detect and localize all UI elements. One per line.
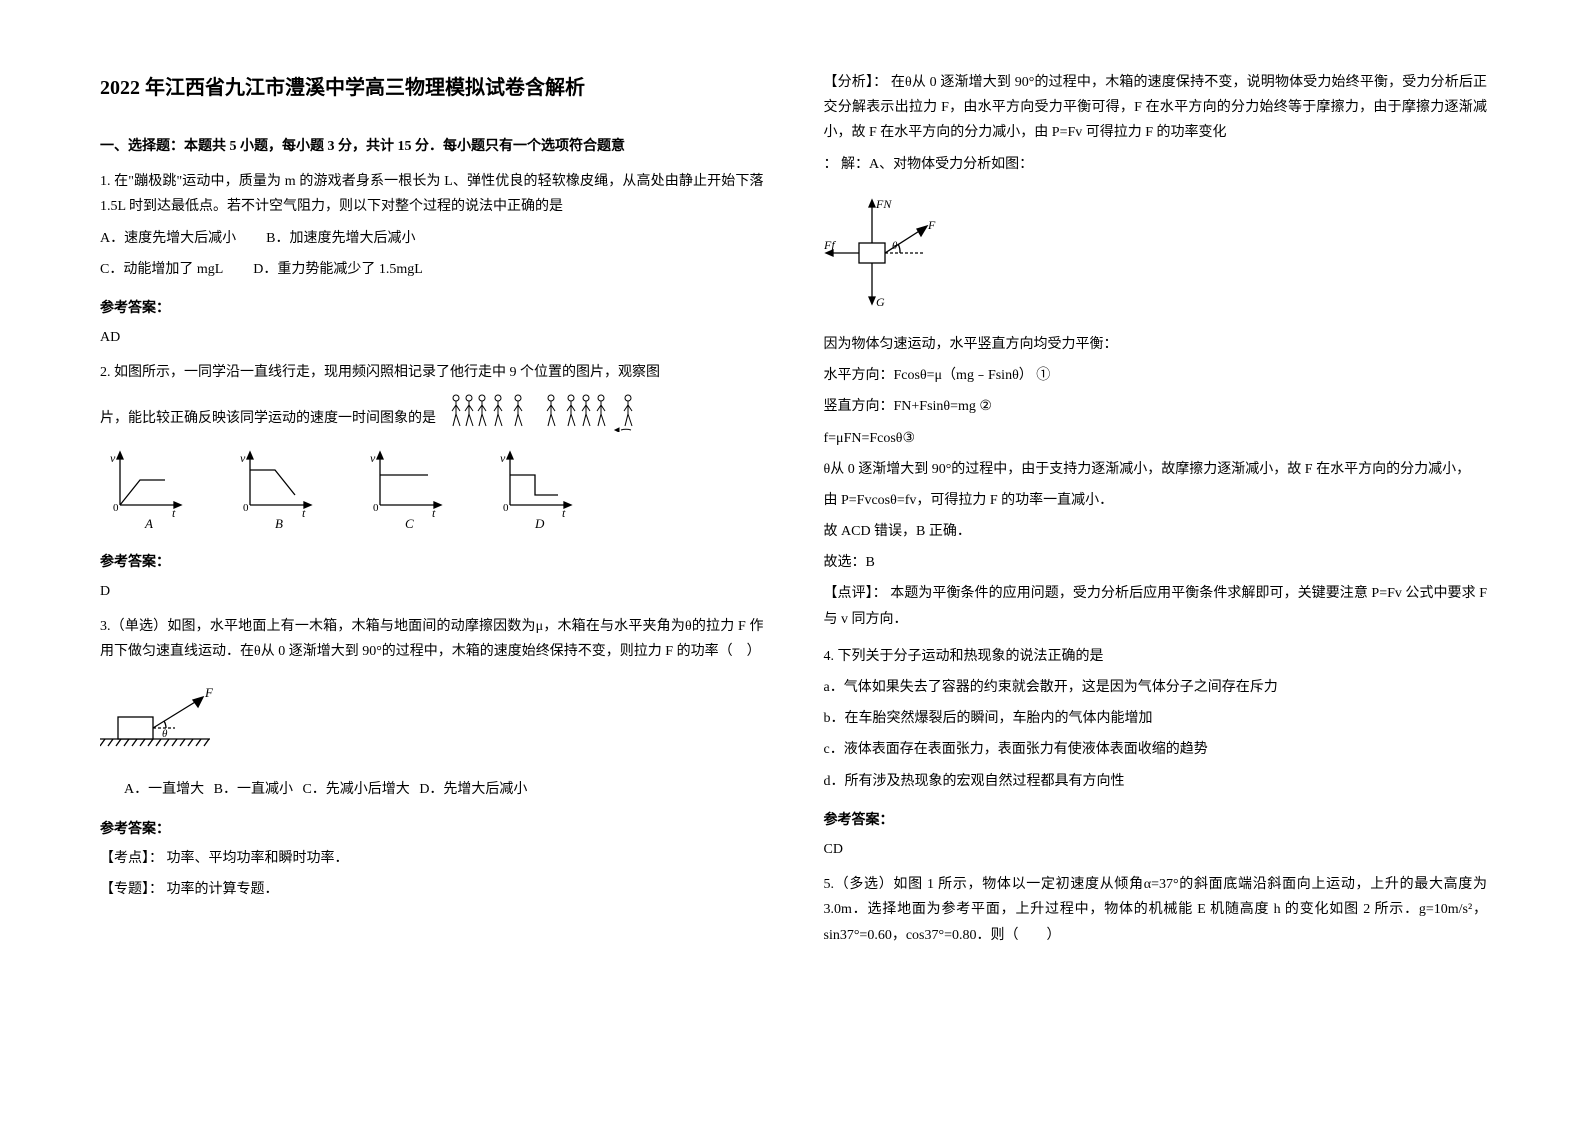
vt-graph-d-icon: v t 0 D (500, 450, 580, 530)
q1-opt-b: B．加速度先增大后减小 (266, 226, 415, 251)
svg-text:0: 0 (503, 502, 509, 514)
q3-sol8: 故选：B (824, 550, 1488, 575)
svg-text:D: D (534, 516, 545, 530)
q3-fenxi-label: 【分析】： (824, 75, 888, 90)
svg-text:0: 0 (113, 502, 119, 514)
q3-sol7: 故 ACD 错误，B 正确． (824, 519, 1488, 544)
q1-opt-d: D．重力势能减少了 1.5mgL (253, 257, 423, 282)
q1-answer-label: 参考答案： (100, 296, 764, 321)
q3-figure: F θ (100, 684, 764, 763)
page-title: 2022 年江西省九江市澧溪中学高三物理模拟试卷含解析 (100, 70, 764, 106)
vt-graph-c-icon: v t 0 C (370, 450, 450, 530)
right-column: 【分析】： 在θ从 0 逐渐增大到 90°的过程中，木箱的速度保持不变，说明物体… (824, 70, 1488, 1052)
walking-figures-icon (436, 392, 656, 432)
q3-sol6: 由 P=Fvcosθ=fv，可得拉力 F 的功率一直减小． (824, 488, 1488, 513)
q3-fenxi-row: 【分析】： 在θ从 0 逐渐增大到 90°的过程中，木箱的速度保持不变，说明物体… (824, 70, 1488, 146)
q3-kaodian: 功率、平均功率和瞬时功率． (167, 851, 349, 866)
q3-zhuanti: 功率的计算专题． (167, 882, 279, 897)
q3-sol5: θ从 0 逐渐增大到 90°的过程中，由于支持力逐渐减小，故摩擦力逐渐减小，故 … (824, 457, 1488, 482)
q4-answer-label: 参考答案： (824, 808, 1488, 833)
left-column: 2022 年江西省九江市澧溪中学高三物理模拟试卷含解析 一、选择题：本题共 5 … (100, 70, 764, 1052)
q3-sol1: 因为物体匀速运动，水平竖直方向均受力平衡： (824, 332, 1488, 357)
q1-opt-c: C．动能增加了 mgL (100, 257, 223, 282)
q3-dianping-label: 【点评】： (824, 586, 887, 601)
q3-jie-label: ： (824, 157, 838, 172)
q3-sol4: f=μFN=Fcosθ③ (824, 426, 1488, 451)
vt-graph-a-icon: v t 0 A (110, 450, 190, 530)
q3-sol3: 竖直方向：FN+Fsinθ=mg ② (824, 394, 1488, 419)
svg-text:v: v (500, 451, 506, 465)
force-diagram-icon: FN F Ff G θ (824, 193, 954, 313)
q2-text-b: 片，能比较正确反映该同学运动的速度一时间图象的是 (100, 406, 436, 431)
vt-graph-b-icon: v t 0 B (240, 450, 320, 530)
q3-opt-b: B．一直减小 (214, 782, 293, 797)
q5-text: 5.（多选）如图 1 所示，物体以一定初速度从倾角α=37°的斜面底端沿斜面向上… (824, 872, 1488, 948)
svg-text:0: 0 (243, 502, 249, 514)
svg-text:Ff: Ff (824, 238, 836, 252)
q2-answer-label: 参考答案： (100, 550, 764, 575)
q2-text-b-row: 片，能比较正确反映该同学运动的速度一时间图象的是 (100, 392, 764, 432)
q2-text-a: 2. 如图所示，一同学沿一直线行走，现用频闪照相记录了他行走中 9 个位置的图片… (100, 360, 764, 385)
q1-options-row-2: C．动能增加了 mgL D．重力势能减少了 1.5mgL (100, 257, 764, 282)
q3-answer-label: 参考答案： (100, 817, 764, 842)
svg-text:G: G (876, 295, 885, 309)
q3-fenxi: 在θ从 0 逐渐增大到 90°的过程中，木箱的速度保持不变，说明物体受力始终平衡… (824, 75, 1488, 140)
q3-options: A．一直增大 B．一直减小 C．先减小后增大 D．先增大后减小 (124, 777, 764, 802)
q3-sol2: 水平方向：Fcosθ=μ（mg﹣Fsinθ） ① (824, 363, 1488, 388)
q3-kaodian-row: 【考点】： 功率、平均功率和瞬时功率． (100, 846, 764, 871)
svg-text:θ: θ (162, 728, 168, 740)
svg-text:C: C (405, 516, 414, 530)
q3-opt-d: D．先增大后减小 (419, 782, 527, 797)
q3-dianping-row: 【点评】： 本题为平衡条件的应用问题，受力分析后应用平衡条件求解即可，关键要注意… (824, 581, 1488, 631)
svg-text:FN: FN (875, 197, 892, 211)
q3-zhuanti-label: 【专题】： (100, 882, 163, 897)
section-1-header: 一、选择题：本题共 5 小题，每小题 3 分，共计 15 分．每小题只有一个选项… (100, 134, 764, 159)
q1-answer: AD (100, 325, 764, 350)
q1-opt-a: A．速度先增大后减小 (100, 226, 236, 251)
q3-dianping: 本题为平衡条件的应用问题，受力分析后应用平衡条件求解即可，关键要注意 P=Fv … (824, 586, 1488, 626)
svg-text:A: A (144, 516, 153, 530)
svg-text:F: F (927, 218, 936, 232)
q4-opt-a: a．气体如果失去了容器的约束就会散开，这是因为气体分子之间存在斥力 (824, 675, 1488, 700)
svg-text:v: v (110, 451, 116, 465)
q3-kaodian-label: 【考点】： (100, 851, 163, 866)
q2-answer: D (100, 579, 764, 604)
q4-text: 4. 下列关于分子运动和热现象的说法正确的是 (824, 644, 1488, 669)
q4-answer: CD (824, 837, 1488, 862)
box-force-icon: F θ (100, 684, 240, 754)
svg-text:0: 0 (373, 502, 379, 514)
svg-text:θ: θ (892, 240, 898, 252)
q3-text: 3.（单选）如图，水平地面上有一木箱，木箱与地面间的动摩擦因数为μ，木箱在与水平… (100, 614, 764, 664)
q2-vt-graphs: v t 0 A v t 0 B v t 0 (100, 450, 764, 530)
q3-opt-a: A．一直增大 (124, 782, 204, 797)
q1-options-row-1: A．速度先增大后减小 B．加速度先增大后减小 (100, 226, 764, 251)
q4-opt-c: c．液体表面存在表面张力，表面张力有使液体表面收缩的趋势 (824, 737, 1488, 762)
svg-text:v: v (370, 451, 376, 465)
q3-jie-intro: 解：A、对物体受力分析如图： (841, 157, 1033, 172)
q4-opt-b: b．在车胎突然爆裂后的瞬间，车胎内的气体内能增加 (824, 706, 1488, 731)
svg-text:B: B (275, 516, 283, 530)
q4-opt-d: d．所有涉及热现象的宏观自然过程都具有方向性 (824, 769, 1488, 794)
svg-text:F: F (204, 685, 214, 700)
q1-text: 1. 在"蹦极跳"运动中，质量为 m 的游戏者身系一根长为 L、弹性优良的轻软橡… (100, 169, 764, 219)
q3-opt-c: C．先减小后增大 (302, 782, 409, 797)
force-diagram: FN F Ff G θ (824, 193, 1488, 322)
q3-jie-row: ： 解：A、对物体受力分析如图： (824, 152, 1488, 177)
q3-zhuanti-row: 【专题】： 功率的计算专题． (100, 877, 764, 902)
svg-text:v: v (240, 451, 246, 465)
